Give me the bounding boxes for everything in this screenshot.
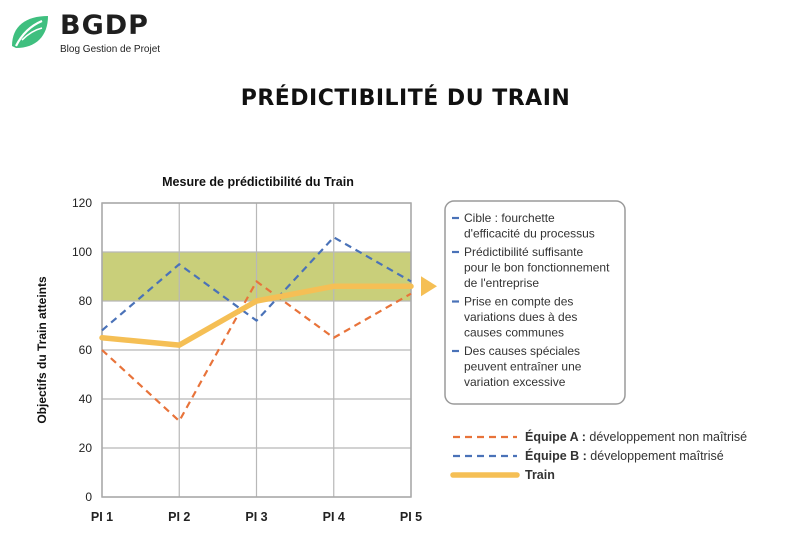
x-tick-label: PI 3 (245, 510, 267, 524)
chart-title: Mesure de prédictibilité du Train (162, 175, 354, 189)
x-tick-label: PI 1 (91, 510, 113, 524)
legend-description: développement maîtrisé (587, 449, 724, 463)
y-tick-label: 40 (79, 392, 93, 406)
y-tick-label: 80 (79, 294, 93, 308)
annotation-line: variations dues à des (464, 310, 577, 324)
legend-series-name: Équipe B : (525, 448, 587, 463)
annotation-line: Prise en compte des (464, 295, 573, 309)
annotation-line: Des causes spéciales (464, 344, 580, 358)
x-tick-label: PI 2 (168, 510, 190, 524)
y-tick-label: 120 (72, 196, 92, 210)
annotation-line: variation excessive (464, 375, 566, 389)
annotation-line: Prédictibilité suffisante (464, 245, 584, 259)
annotation-line: peuvent entraîner une (464, 360, 582, 374)
brand-logo: BGDP Blog Gestion de Projet (8, 8, 168, 58)
annotation-line: d'efficacité du processus (464, 227, 595, 241)
brand-name: BGDP (60, 10, 149, 41)
legend-series-name: Train (525, 468, 555, 482)
series-line-2 (101, 236, 412, 332)
page-title: PRÉDICTIBILITÉ DU TRAIN (240, 86, 571, 111)
legend-entry-2: Équipe B : développement maîtrisé (525, 448, 724, 463)
annotation-box (444, 200, 626, 405)
legend-description: développement non maîtrisé (586, 430, 747, 444)
series-line-1 (101, 280, 412, 423)
series-line-3 (99, 283, 414, 348)
y-tick-label: 20 (79, 441, 93, 455)
y-axis-label: Objectifs du Train atteints (35, 276, 49, 424)
annotation-line: Cible : fourchette (464, 211, 555, 225)
legend-entry-3: Train (525, 468, 555, 482)
brand-tagline: Blog Gestion de Projet (60, 44, 161, 55)
x-tick-label: PI 4 (323, 510, 345, 524)
leaf-icon (12, 16, 48, 48)
legend-entry-1: Équipe A : développement non maîtrisé (525, 429, 747, 444)
y-tick-label: 100 (72, 245, 92, 259)
annotation-line: causes communes (464, 326, 564, 340)
y-tick-label: 0 (85, 490, 92, 504)
y-tick-label: 60 (79, 343, 93, 357)
train-arrowhead (421, 276, 437, 297)
annotation-line: pour le bon fonctionnement (464, 261, 610, 275)
annotation-line: de l'entreprise (464, 276, 539, 290)
legend-series-name: Équipe A : (525, 429, 586, 444)
x-tick-label: PI 5 (400, 510, 422, 524)
